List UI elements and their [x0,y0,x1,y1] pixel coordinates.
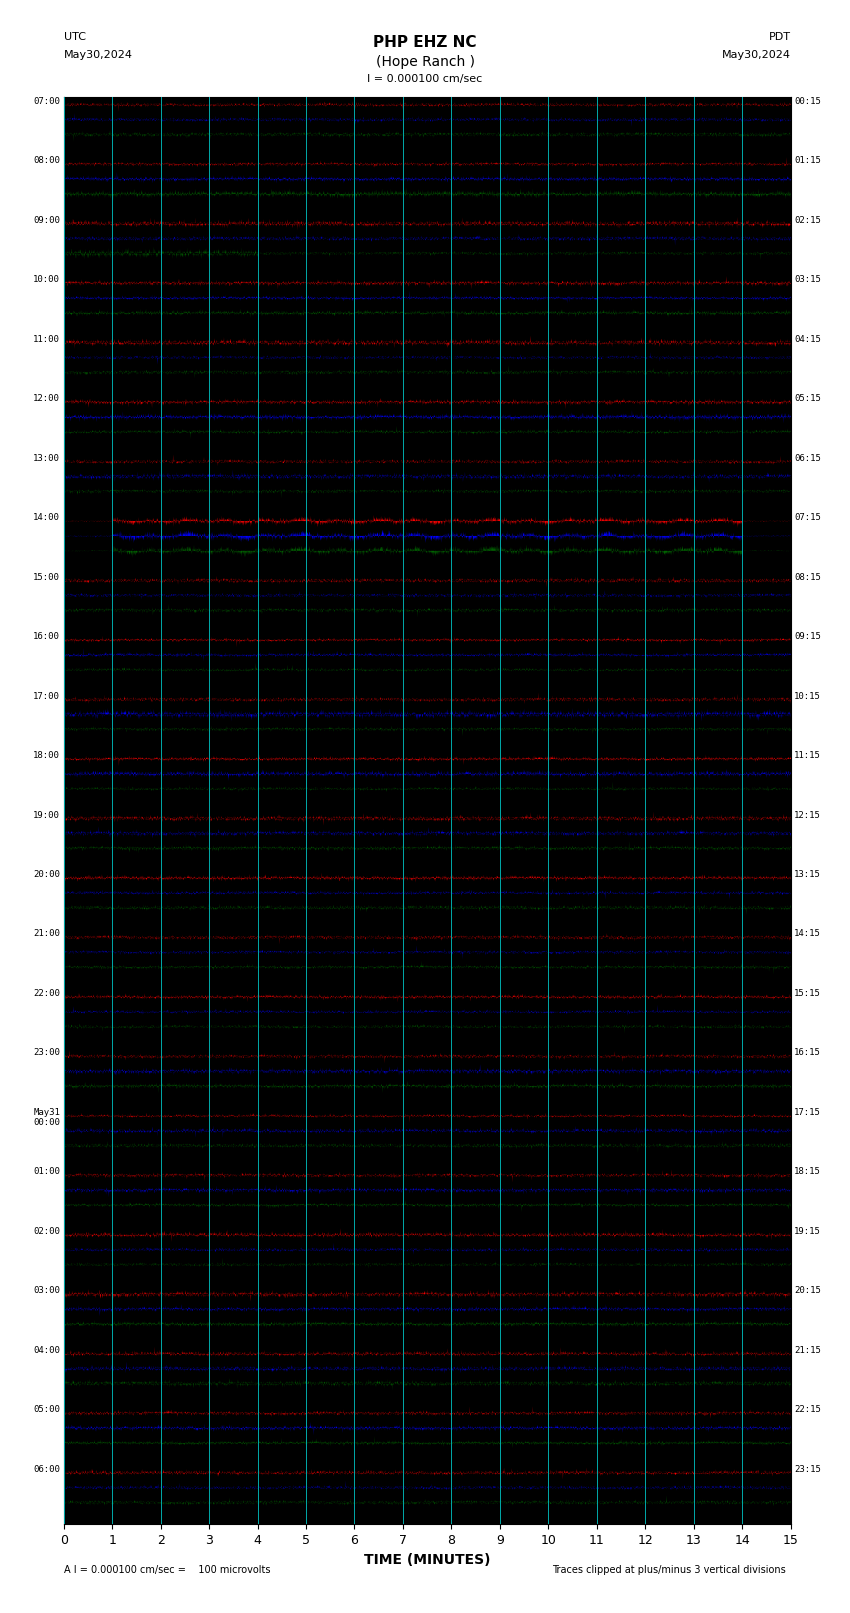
Text: 08:00: 08:00 [33,156,60,165]
Text: 23:15: 23:15 [794,1465,821,1474]
Text: 19:15: 19:15 [794,1227,821,1236]
Text: 01:15: 01:15 [794,156,821,165]
Text: 21:00: 21:00 [33,929,60,939]
Text: 06:15: 06:15 [794,453,821,463]
Text: 11:00: 11:00 [33,336,60,344]
Text: 13:15: 13:15 [794,869,821,879]
Text: 16:15: 16:15 [794,1048,821,1058]
Text: 18:00: 18:00 [33,752,60,760]
Text: 04:15: 04:15 [794,336,821,344]
Text: 23:00: 23:00 [33,1048,60,1058]
Text: 09:15: 09:15 [794,632,821,640]
Text: 16:00: 16:00 [33,632,60,640]
Text: 22:00: 22:00 [33,989,60,998]
Text: 19:00: 19:00 [33,810,60,819]
Text: (Hope Ranch ): (Hope Ranch ) [376,55,474,69]
Text: 10:15: 10:15 [794,692,821,700]
Text: 10:00: 10:00 [33,276,60,284]
Text: 20:00: 20:00 [33,869,60,879]
Text: A I = 0.000100 cm/sec =    100 microvolts: A I = 0.000100 cm/sec = 100 microvolts [64,1565,270,1574]
Text: 04:00: 04:00 [33,1345,60,1355]
Text: 15:00: 15:00 [33,573,60,582]
Text: I = 0.000100 cm/sec: I = 0.000100 cm/sec [367,74,483,84]
Text: May30,2024: May30,2024 [722,50,790,60]
Text: 02:00: 02:00 [33,1227,60,1236]
Text: 22:15: 22:15 [794,1405,821,1415]
Text: Traces clipped at plus/minus 3 vertical divisions: Traces clipped at plus/minus 3 vertical … [552,1565,786,1574]
Text: 14:00: 14:00 [33,513,60,523]
X-axis label: TIME (MINUTES): TIME (MINUTES) [364,1553,490,1566]
Text: 17:00: 17:00 [33,692,60,700]
Text: 21:15: 21:15 [794,1345,821,1355]
Text: 15:15: 15:15 [794,989,821,998]
Text: 12:15: 12:15 [794,810,821,819]
Text: 13:00: 13:00 [33,453,60,463]
Text: 18:15: 18:15 [794,1168,821,1176]
Text: 17:15: 17:15 [794,1108,821,1116]
Text: 20:15: 20:15 [794,1287,821,1295]
Text: PHP EHZ NC: PHP EHZ NC [373,35,477,50]
Text: UTC: UTC [64,32,86,42]
Text: 00:15: 00:15 [794,97,821,106]
Text: 08:15: 08:15 [794,573,821,582]
Text: 05:00: 05:00 [33,1405,60,1415]
Text: 07:15: 07:15 [794,513,821,523]
Text: 12:00: 12:00 [33,394,60,403]
Text: PDT: PDT [768,32,790,42]
Text: 03:00: 03:00 [33,1287,60,1295]
Text: 02:15: 02:15 [794,216,821,224]
Text: May31
00:00: May31 00:00 [33,1108,60,1127]
Text: 14:15: 14:15 [794,929,821,939]
Text: 07:00: 07:00 [33,97,60,106]
Text: 06:00: 06:00 [33,1465,60,1474]
Text: 09:00: 09:00 [33,216,60,224]
Text: 03:15: 03:15 [794,276,821,284]
Text: 05:15: 05:15 [794,394,821,403]
Text: 01:00: 01:00 [33,1168,60,1176]
Text: 11:15: 11:15 [794,752,821,760]
Text: May30,2024: May30,2024 [64,50,133,60]
